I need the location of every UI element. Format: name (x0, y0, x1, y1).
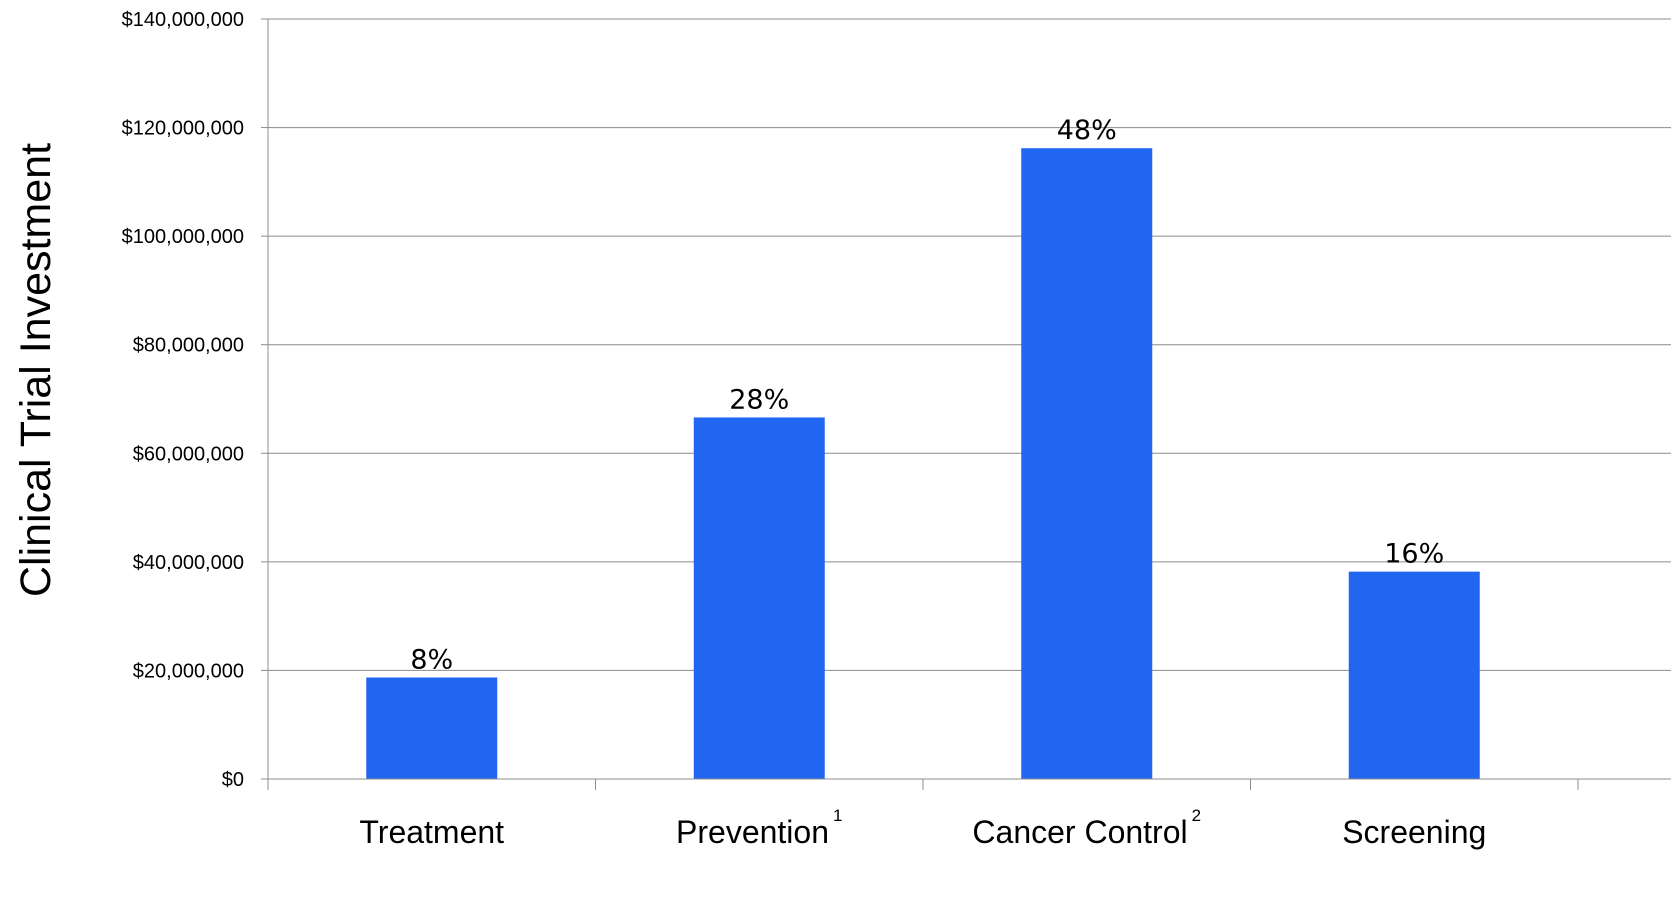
bars-layer (366, 148, 1480, 779)
y-tick-label: $60,000,000 (133, 443, 244, 465)
data-label: 48% (1057, 115, 1117, 146)
y-tick-label: $120,000,000 (122, 118, 244, 140)
y-tick-label: $100,000,000 (122, 226, 244, 248)
bar (1021, 148, 1153, 779)
y-tick-label: $20,000,000 (133, 660, 244, 682)
labels-layer: $0 $20,000,000 $40,000,000 $60,000,000 $80,0… (122, 9, 1487, 850)
y-tick-label: $140,000,000 (122, 9, 244, 31)
bar (1348, 571, 1480, 779)
data-label: 8% (410, 644, 453, 675)
x-tick-label: Cancer Control 2 (972, 806, 1201, 850)
axis-layer (261, 18, 1671, 790)
data-label: 28% (729, 384, 789, 415)
y-tick-label: $0 (222, 769, 244, 791)
x-tick-label: Prevention 1 (676, 806, 842, 850)
bar (366, 677, 498, 779)
x-tick-label: Screening (1342, 814, 1486, 850)
grid-layer (268, 18, 1671, 671)
x-tick-label: Treatment (359, 814, 504, 850)
y-tick-label: $40,000,000 (133, 552, 244, 574)
y-axis-title: Clinical Trial Investment (12, 143, 60, 597)
data-label: 16% (1384, 539, 1444, 570)
bar (693, 417, 825, 779)
y-tick-label: $80,000,000 (133, 335, 244, 357)
